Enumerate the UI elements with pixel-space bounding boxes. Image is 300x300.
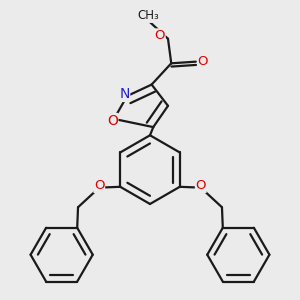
Text: O: O bbox=[107, 114, 118, 128]
Text: O: O bbox=[154, 29, 165, 42]
Text: CH₃: CH₃ bbox=[137, 9, 159, 22]
Text: O: O bbox=[198, 55, 208, 68]
Text: O: O bbox=[196, 179, 206, 193]
Text: N: N bbox=[119, 87, 130, 101]
Text: O: O bbox=[94, 179, 104, 193]
